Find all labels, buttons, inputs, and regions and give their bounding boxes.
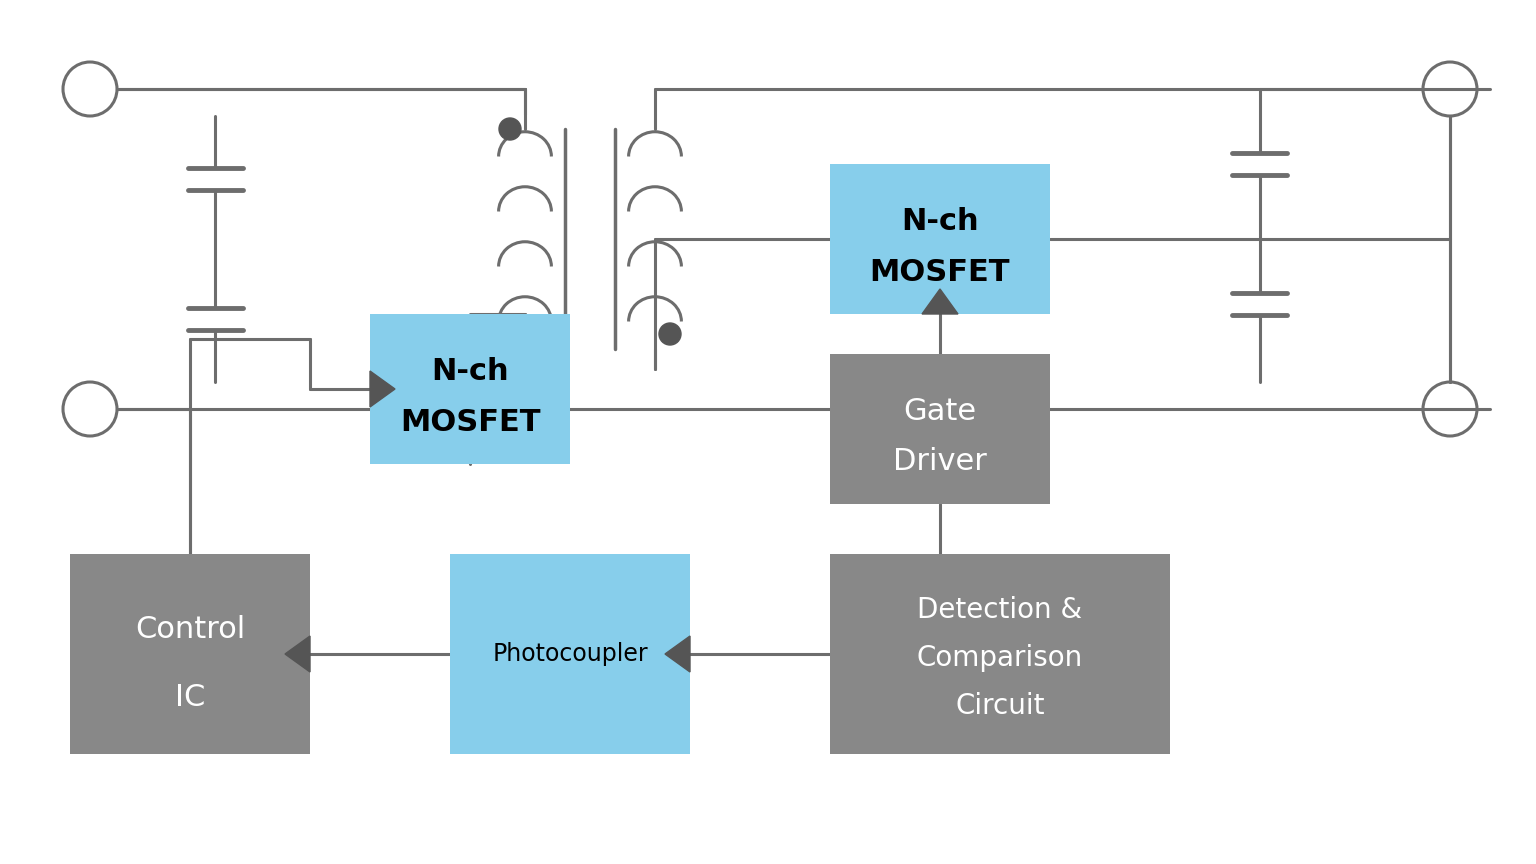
Text: N-ch: N-ch: [432, 357, 508, 385]
Bar: [829, 554, 1170, 754]
Bar: [829, 164, 1051, 314]
Text: Control: Control: [135, 615, 246, 645]
Text: Detection &: Detection &: [917, 596, 1083, 624]
Text: Comparison: Comparison: [917, 644, 1083, 672]
Bar: [370, 314, 570, 464]
Bar: [829, 354, 1051, 504]
Polygon shape: [922, 289, 958, 314]
Text: MOSFET: MOSFET: [869, 257, 1011, 287]
Text: Photocoupler: Photocoupler: [492, 642, 648, 666]
Text: Driver: Driver: [892, 448, 988, 477]
Text: Gate: Gate: [903, 397, 977, 425]
Circle shape: [499, 118, 521, 140]
Bar: [450, 554, 690, 754]
Text: Circuit: Circuit: [955, 692, 1044, 720]
Text: IC: IC: [175, 683, 206, 713]
Polygon shape: [665, 636, 690, 672]
Bar: [71, 554, 310, 754]
Circle shape: [659, 323, 680, 345]
Text: N-ch: N-ch: [902, 206, 978, 236]
Polygon shape: [370, 371, 395, 407]
Text: MOSFET: MOSFET: [399, 408, 541, 436]
Polygon shape: [286, 636, 310, 672]
